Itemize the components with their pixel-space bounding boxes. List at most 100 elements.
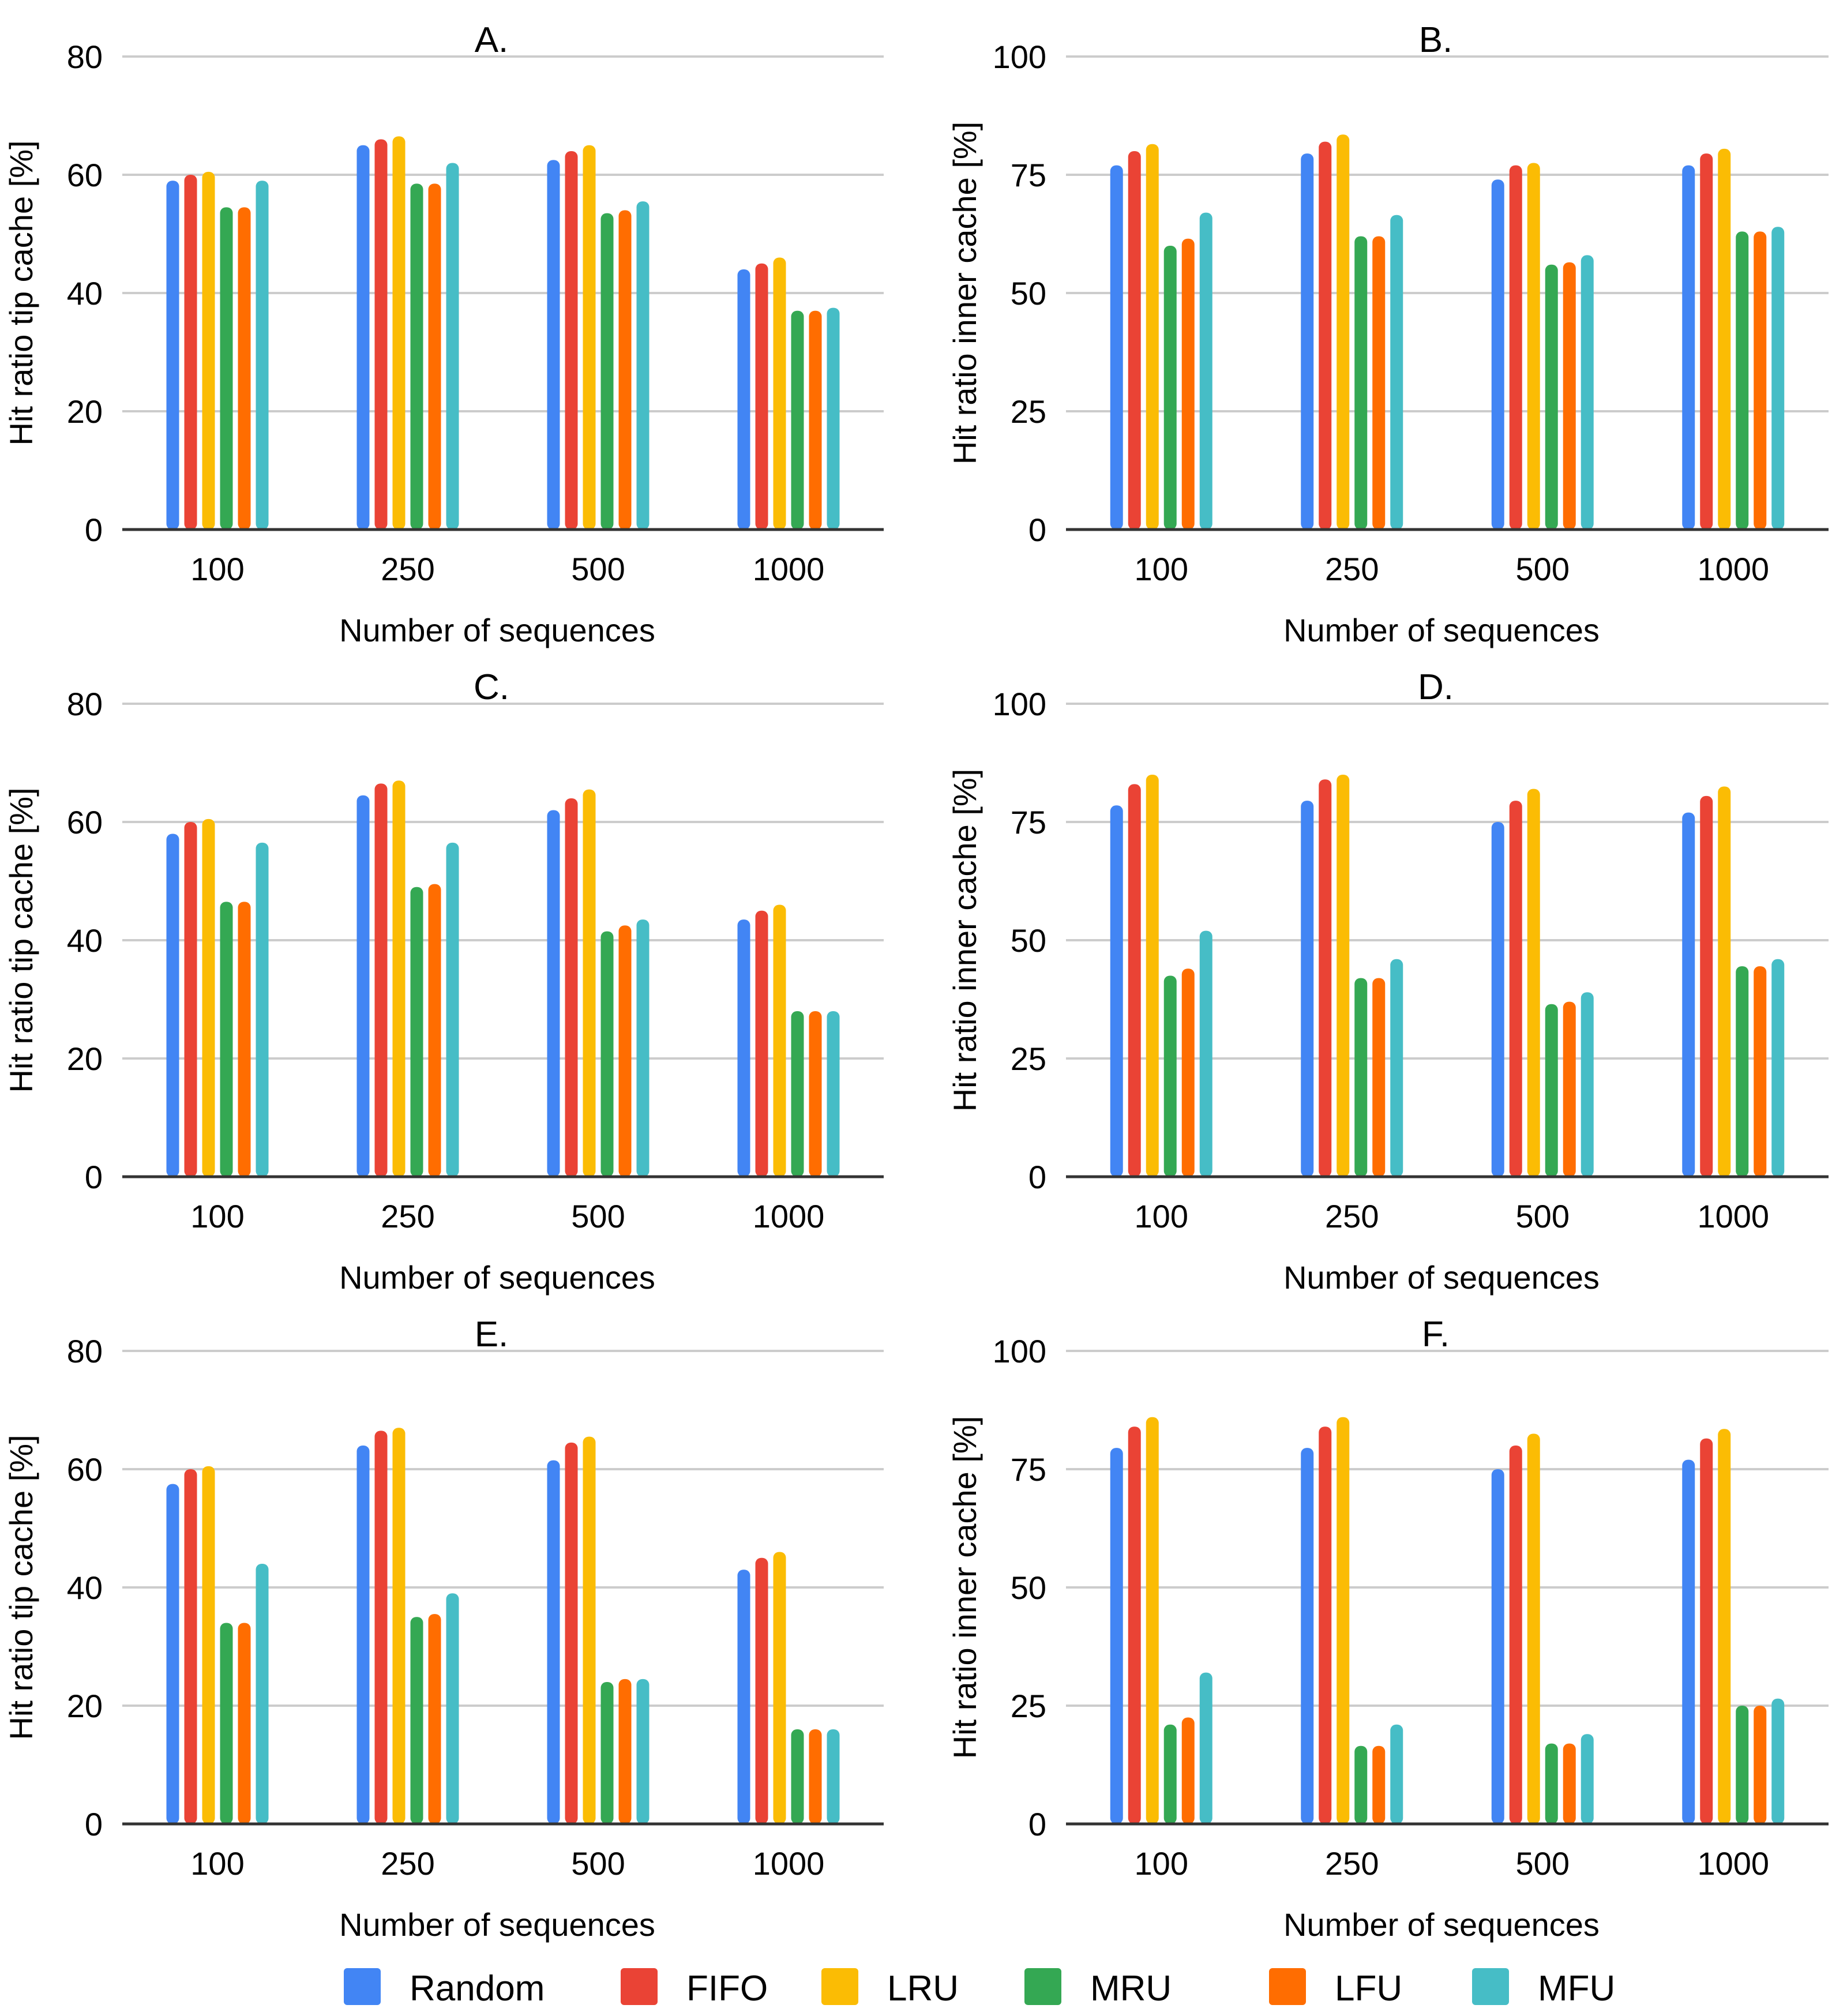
y-tick-label: 0 bbox=[85, 1806, 103, 1842]
bar-lfu-100 bbox=[1181, 238, 1195, 530]
bar-lfu-1000 bbox=[809, 310, 822, 530]
legend-swatch bbox=[1024, 1968, 1061, 2005]
bar-mru-500 bbox=[600, 931, 614, 1177]
y-tick-label: 0 bbox=[1028, 1806, 1046, 1842]
bar-fifo-250 bbox=[374, 139, 388, 530]
x-tick-label: 1000 bbox=[753, 1845, 825, 1882]
bar-mru-100 bbox=[1163, 246, 1177, 530]
legend-item-lru: LRU bbox=[821, 1968, 959, 2009]
y-tick-label: 50 bbox=[1011, 1570, 1046, 1606]
bar-lru-1000 bbox=[1718, 786, 1731, 1177]
bar-lru-500 bbox=[1527, 789, 1540, 1177]
x-tick-label: 1000 bbox=[1697, 1198, 1769, 1234]
bar-fifo-1000 bbox=[755, 263, 768, 530]
chart-panel-d: 0 25 50 75 100 100 250 500 1000 D. Number of seque… bbox=[947, 667, 1829, 1296]
bar-fifo-250 bbox=[374, 783, 388, 1177]
bar-lfu-100 bbox=[1181, 968, 1195, 1177]
bar-lru-1000 bbox=[773, 1552, 786, 1824]
x-axis-label: Number of sequences bbox=[339, 612, 655, 648]
bar-lru-500 bbox=[1527, 1433, 1540, 1824]
chart-panel-c: 0 20 40 60 80 100 250 500 1000 C. Number of sequen… bbox=[3, 667, 884, 1296]
x-tick-label: 500 bbox=[571, 1198, 625, 1234]
bar-lfu-250 bbox=[428, 884, 441, 1177]
bar-lfu-100 bbox=[238, 1623, 251, 1824]
bar-mru-1000 bbox=[1736, 231, 1749, 530]
bar-mru-250 bbox=[410, 887, 423, 1177]
bar-random-100 bbox=[1110, 1448, 1123, 1824]
bar-mru-250 bbox=[1354, 978, 1368, 1177]
bar-mfu-100 bbox=[256, 842, 269, 1177]
bar-lfu-250 bbox=[428, 1614, 441, 1824]
x-tick-label: 500 bbox=[1516, 1845, 1570, 1882]
y-tick-label: 20 bbox=[67, 1688, 103, 1724]
bar-fifo-500 bbox=[565, 151, 578, 530]
legend-swatch bbox=[1269, 1968, 1306, 2005]
bar-fifo-250 bbox=[1319, 141, 1332, 530]
bar-mfu-500 bbox=[636, 919, 650, 1177]
bar-mfu-100 bbox=[1199, 930, 1212, 1177]
bar-mru-100 bbox=[220, 902, 233, 1177]
y-tick-label: 60 bbox=[67, 157, 103, 193]
panel-title: C. bbox=[474, 667, 509, 707]
bar-lru-1000 bbox=[773, 904, 786, 1177]
legend-swatch bbox=[344, 1968, 381, 2005]
bar-mfu-1000 bbox=[1771, 1698, 1785, 1824]
legend-label: LFU bbox=[1335, 1969, 1402, 2009]
bar-lru-100 bbox=[202, 1466, 215, 1824]
x-tick-label: 1000 bbox=[1697, 551, 1769, 587]
bar-fifo-500 bbox=[1509, 165, 1522, 530]
bar-mru-1000 bbox=[791, 1729, 804, 1824]
x-axis-label: Number of sequences bbox=[1283, 1259, 1600, 1296]
y-axis-label: Hit ratio tip cache [%] bbox=[3, 1435, 39, 1740]
bar-fifo-1000 bbox=[1700, 795, 1713, 1177]
x-tick-label: 500 bbox=[1516, 551, 1570, 587]
bar-lfu-100 bbox=[238, 902, 251, 1177]
bar-mru-1000 bbox=[1736, 1706, 1749, 1824]
y-tick-label: 75 bbox=[1011, 804, 1046, 840]
y-tick-label: 40 bbox=[67, 922, 103, 959]
bar-mfu-1000 bbox=[827, 307, 840, 530]
y-tick-label: 100 bbox=[993, 1333, 1046, 1369]
bar-lfu-1000 bbox=[1754, 1706, 1767, 1824]
legend: Random FIFO LRU MRU LFU MFU bbox=[344, 1968, 1615, 2009]
bar-lru-500 bbox=[583, 789, 596, 1177]
bar-mfu-1000 bbox=[1771, 227, 1785, 530]
y-tick-label: 0 bbox=[85, 1159, 103, 1195]
bar-lru-1000 bbox=[1718, 148, 1731, 530]
chart-panel-b: 0 25 50 75 100 100 250 500 1000 B. Number of seque… bbox=[947, 20, 1829, 648]
y-tick-label: 40 bbox=[67, 1570, 103, 1606]
bar-lfu-250 bbox=[1372, 978, 1386, 1177]
x-axis-label: Number of sequences bbox=[1283, 612, 1600, 648]
bar-fifo-250 bbox=[1319, 1426, 1332, 1824]
bar-fifo-1000 bbox=[1700, 1438, 1713, 1824]
x-tick-label: 250 bbox=[381, 1845, 434, 1882]
bar-lfu-1000 bbox=[1754, 231, 1767, 530]
bar-lfu-1000 bbox=[809, 1011, 822, 1177]
legend-item-fifo: FIFO bbox=[621, 1968, 768, 2009]
panel-title: B. bbox=[1419, 20, 1453, 60]
bar-lfu-500 bbox=[618, 925, 632, 1177]
bar-random-100 bbox=[166, 181, 179, 530]
bar-mfu-500 bbox=[636, 1679, 650, 1824]
bar-lru-250 bbox=[1337, 1417, 1350, 1824]
bar-mru-500 bbox=[1545, 1743, 1558, 1824]
y-axis-label: Hit ratio tip cache [%] bbox=[3, 787, 39, 1093]
bar-fifo-100 bbox=[184, 175, 197, 530]
bar-fifo-100 bbox=[184, 1469, 197, 1824]
bar-mru-100 bbox=[220, 1623, 233, 1824]
legend-item-mru: MRU bbox=[1024, 1968, 1172, 2009]
bar-mru-1000 bbox=[791, 310, 804, 530]
x-tick-label: 250 bbox=[381, 1198, 434, 1234]
bar-lru-250 bbox=[1337, 775, 1350, 1177]
bar-fifo-500 bbox=[1509, 1446, 1522, 1824]
y-tick-label: 75 bbox=[1011, 1451, 1046, 1488]
y-tick-label: 75 bbox=[1011, 157, 1046, 193]
bar-mru-250 bbox=[410, 1617, 423, 1824]
bar-fifo-500 bbox=[565, 798, 578, 1177]
bar-lru-100 bbox=[1146, 775, 1159, 1177]
bar-mru-250 bbox=[1354, 236, 1368, 530]
y-tick-label: 0 bbox=[1028, 1159, 1046, 1195]
bar-mru-100 bbox=[1163, 975, 1177, 1177]
chart-panel-f: 0 25 50 75 100 100 250 500 1000 F. Number of seque… bbox=[947, 1315, 1829, 1943]
x-axis-label: Number of sequences bbox=[339, 1906, 655, 1943]
